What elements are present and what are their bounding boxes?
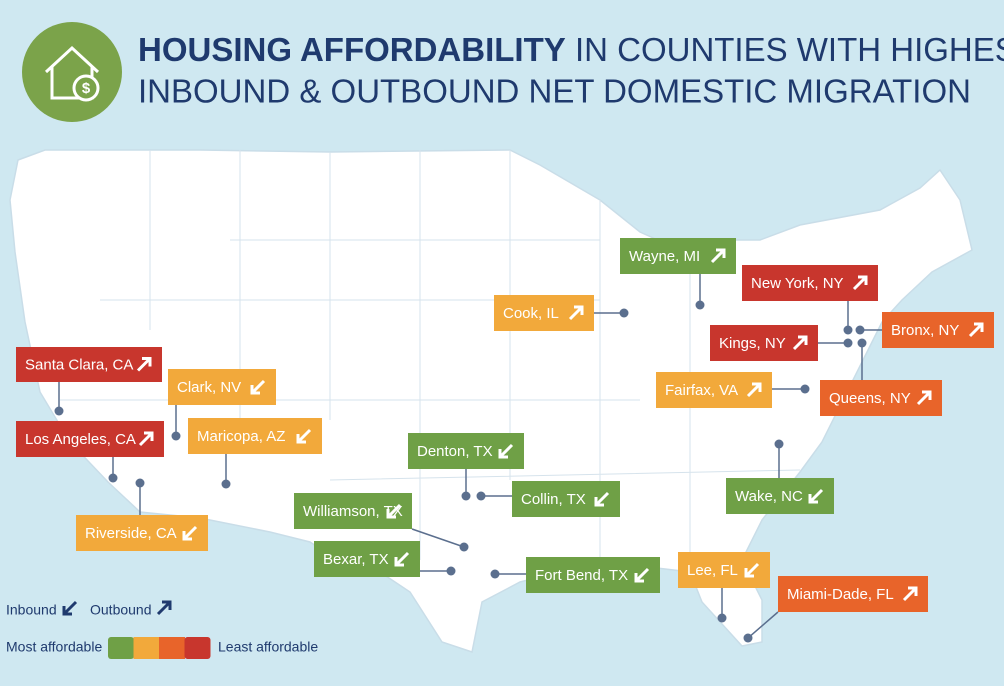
direction-arrow xyxy=(902,586,918,602)
direction-arrow xyxy=(746,382,762,398)
county-box xyxy=(526,557,660,593)
county-dot xyxy=(476,491,486,501)
legend-most: Most affordable xyxy=(6,639,102,655)
legend-swatch xyxy=(159,637,185,659)
direction-arrow xyxy=(138,431,154,447)
direction-arrow xyxy=(250,379,266,395)
county-dot xyxy=(490,569,500,579)
direction-arrow xyxy=(710,248,726,264)
county-label: Bexar, TX xyxy=(323,551,389,568)
direction-arrow xyxy=(594,491,610,507)
county-dot xyxy=(743,633,753,643)
county-dot xyxy=(857,338,867,348)
county-label: Clark, NV xyxy=(177,379,241,396)
title-line-2: INBOUND & OUTBOUND NET DOMESTIC MIGRATIO… xyxy=(138,73,971,110)
county-box xyxy=(778,576,928,612)
county-label: Bronx, NY xyxy=(891,322,959,339)
county-dot xyxy=(843,325,853,335)
dollar-icon: $ xyxy=(82,80,91,97)
county-dot xyxy=(54,406,64,416)
county-dot xyxy=(774,439,784,449)
county-box xyxy=(742,265,878,301)
county-label: Williamson, TX xyxy=(303,503,403,520)
county-label: New York, NY xyxy=(751,275,844,292)
direction-arrow xyxy=(916,390,932,406)
legend-swatch xyxy=(184,637,211,659)
county-dot xyxy=(171,431,181,441)
header-icon xyxy=(22,22,122,122)
county-label: Los Angeles, CA xyxy=(25,431,136,448)
county-dot xyxy=(855,325,865,335)
legend-inbound-arrow xyxy=(62,600,78,616)
county-label: Collin, TX xyxy=(521,491,586,508)
county-dot xyxy=(446,566,456,576)
direction-arrow xyxy=(386,503,402,519)
direction-arrow xyxy=(792,335,808,351)
county-dot xyxy=(800,384,810,394)
legend-outbound-arrow xyxy=(156,600,172,616)
county-label: Denton, TX xyxy=(417,443,493,460)
house-icon xyxy=(44,45,100,102)
county-label: Kings, NY xyxy=(719,335,786,352)
county-label: Fort Bend, TX xyxy=(535,567,628,584)
direction-arrow xyxy=(394,551,410,567)
direction-arrow xyxy=(568,305,584,321)
county-label: Miami-Dade, FL xyxy=(787,586,894,603)
county-dot xyxy=(461,491,471,501)
county-dot xyxy=(695,300,705,310)
county-box xyxy=(16,421,164,457)
county-label: Fairfax, VA xyxy=(665,382,738,399)
county-dot xyxy=(619,308,629,318)
county-box xyxy=(678,552,770,588)
title-line-1: HOUSING AFFORDABILITY IN COUNTIES WITH H… xyxy=(138,31,1004,68)
connector xyxy=(411,528,465,548)
legend-swatch xyxy=(108,637,134,659)
county-box xyxy=(188,418,322,454)
county-label: Wayne, MI xyxy=(629,248,700,265)
county-box xyxy=(16,347,162,382)
direction-arrow xyxy=(296,428,312,444)
county-dot xyxy=(459,542,469,552)
county-dot xyxy=(221,479,231,489)
title-rest: IN COUNTIES WITH HIGHEST xyxy=(575,31,1004,68)
county-dot xyxy=(843,338,853,348)
title-bold: HOUSING AFFORDABILITY xyxy=(138,31,566,68)
county-label: Queens, NY xyxy=(829,390,911,407)
direction-arrow xyxy=(136,357,152,372)
legend-least: Least affordable xyxy=(218,639,318,655)
labels: Wayne, MI New York, NY Cook, IL Kings, NY Br… xyxy=(16,238,994,643)
direction-arrow xyxy=(634,567,650,583)
direction-arrow xyxy=(968,322,984,338)
county-label: Lee, FL xyxy=(687,562,738,579)
direction-arrow xyxy=(852,275,868,291)
county-label: Riverside, CA xyxy=(85,525,177,542)
direction-arrow xyxy=(182,525,198,541)
county-dot xyxy=(108,473,118,483)
direction-arrow xyxy=(498,443,514,459)
connector xyxy=(747,611,779,639)
county-dot xyxy=(717,613,727,623)
legend-inbound: Inbound xyxy=(6,602,57,618)
county-label: Santa Clara, CA xyxy=(25,356,133,373)
county-label: Cook, IL xyxy=(503,305,559,322)
county-box xyxy=(76,515,208,551)
county-label: Wake, NC xyxy=(735,488,803,505)
county-box xyxy=(820,380,942,416)
county-dot xyxy=(135,478,145,488)
direction-arrow xyxy=(744,562,760,578)
direction-arrow xyxy=(808,488,824,504)
legend-outbound: Outbound xyxy=(90,602,152,618)
legend-swatch xyxy=(133,637,160,659)
county-label: Maricopa, AZ xyxy=(197,428,285,445)
